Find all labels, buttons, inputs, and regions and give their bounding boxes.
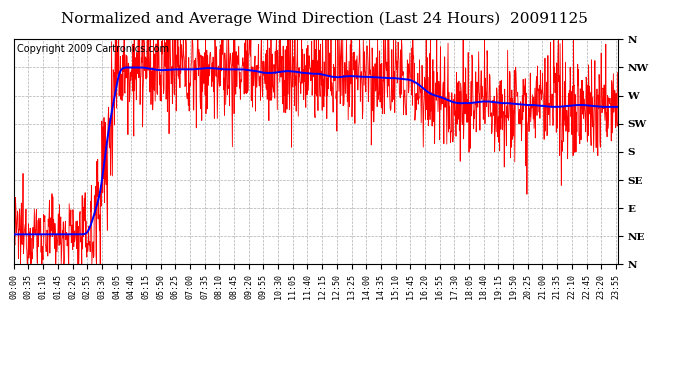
Text: Copyright 2009 Cartronics.com: Copyright 2009 Cartronics.com	[17, 44, 169, 54]
Text: Normalized and Average Wind Direction (Last 24 Hours)  20091125: Normalized and Average Wind Direction (L…	[61, 11, 588, 26]
